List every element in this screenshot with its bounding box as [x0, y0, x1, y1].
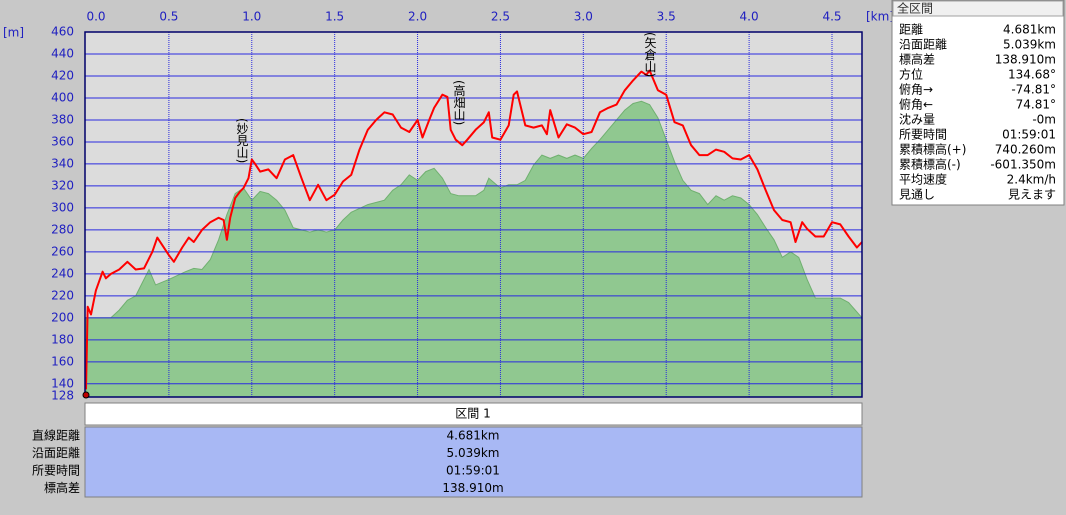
x-axis-label: [km] [866, 10, 894, 24]
section-body [84, 426, 863, 498]
y-tick-label: 440 [51, 46, 74, 60]
y-axis-label: [m] [3, 26, 24, 40]
x-tick-label: 4.5 [822, 10, 841, 24]
panel-value: 見えます [1008, 188, 1056, 202]
section-header [84, 402, 863, 426]
panel-value: 138.910m [995, 53, 1056, 67]
peak-label: (矢倉山) [643, 32, 657, 77]
panel-value: 01:59:01 [1002, 128, 1056, 142]
panel-key: 累積標高(-) [899, 157, 961, 172]
y-tick-label: 240 [51, 266, 74, 280]
y-tick-label: 280 [51, 222, 74, 236]
panel-key: 俯角→ [899, 82, 933, 97]
y-tick-label: 300 [51, 200, 74, 214]
y-tick-label: 460 [51, 25, 74, 39]
panel-value: 740.260m [995, 143, 1056, 157]
y-tick-label: 200 [51, 310, 74, 324]
x-tick-label: 2.5 [491, 10, 510, 24]
y-tick-label: 180 [51, 332, 74, 346]
panel-key: 標高差 [899, 52, 935, 67]
y-tick-label: 128 [51, 389, 74, 403]
y-tick-label: 160 [51, 354, 74, 368]
panel-value: 134.68° [1008, 68, 1056, 82]
x-tick-label: 1.0 [242, 10, 261, 24]
panel-key: 距離 [899, 23, 923, 37]
x-tick-label: 0.5 [159, 10, 178, 24]
panel-value: 5.039km [1003, 38, 1056, 52]
x-tick-label: 3.5 [657, 10, 676, 24]
panel-value: -601.350m [990, 158, 1056, 172]
section-key: 所要時間 [32, 464, 80, 478]
panel-title-bar [892, 0, 1064, 17]
section-value: 5.039km [447, 446, 500, 460]
panel [891, 0, 1065, 206]
x-tick-label: 3.0 [574, 10, 593, 24]
panel-key: 方位 [899, 67, 923, 82]
panel-value: -74.81° [1011, 83, 1056, 97]
section-value: 138.910m [442, 481, 503, 495]
y-tick-label: 380 [51, 112, 74, 126]
panel-value: 4.681km [1003, 23, 1056, 37]
panel-value: 74.81° [1016, 98, 1056, 112]
y-tick-label: 420 [51, 68, 74, 82]
start-marker [82, 391, 90, 399]
peak-label: (妙見山) [235, 118, 249, 163]
x-tick-label: 0.0 [86, 10, 105, 24]
panel-value: 2.4km/h [1007, 173, 1056, 187]
peak-label: (高畑山) [452, 80, 466, 125]
panel-title: 全区間 [897, 1, 933, 16]
section-value: 01:59:01 [446, 464, 500, 478]
y-tick-label: 340 [51, 156, 74, 170]
panel-key: 沈み量 [899, 112, 935, 127]
y-tick-label: 360 [51, 134, 74, 148]
y-tick-label: 220 [51, 288, 74, 302]
x-tick-label: 4.0 [740, 10, 759, 24]
panel-key: 平均速度 [899, 172, 947, 187]
y-tick-label: 320 [51, 178, 74, 192]
x-tick-label: 2.0 [408, 10, 427, 24]
x-tick-label: 1.5 [325, 10, 344, 24]
plot-border [84, 31, 863, 398]
section-key: 標高差 [44, 480, 80, 495]
panel-key: 沿面距離 [899, 38, 947, 52]
panel-key: 俯角← [899, 97, 933, 112]
section-key: 沿面距離 [32, 446, 80, 460]
y-tick-label: 260 [51, 244, 74, 258]
panel-value: -0m [1032, 113, 1056, 127]
elevation-line [85, 69, 863, 390]
panel-key: 累積標高(+) [899, 142, 966, 157]
section-key: 直線距離 [32, 428, 80, 443]
panel-key: 見通し [899, 188, 935, 202]
y-tick-label: 400 [51, 90, 74, 104]
panel-key: 所要時間 [899, 128, 947, 142]
y-tick-label: 140 [51, 376, 74, 390]
section-title: 区間 1 [455, 407, 490, 421]
section-value: 4.681km [447, 429, 500, 443]
